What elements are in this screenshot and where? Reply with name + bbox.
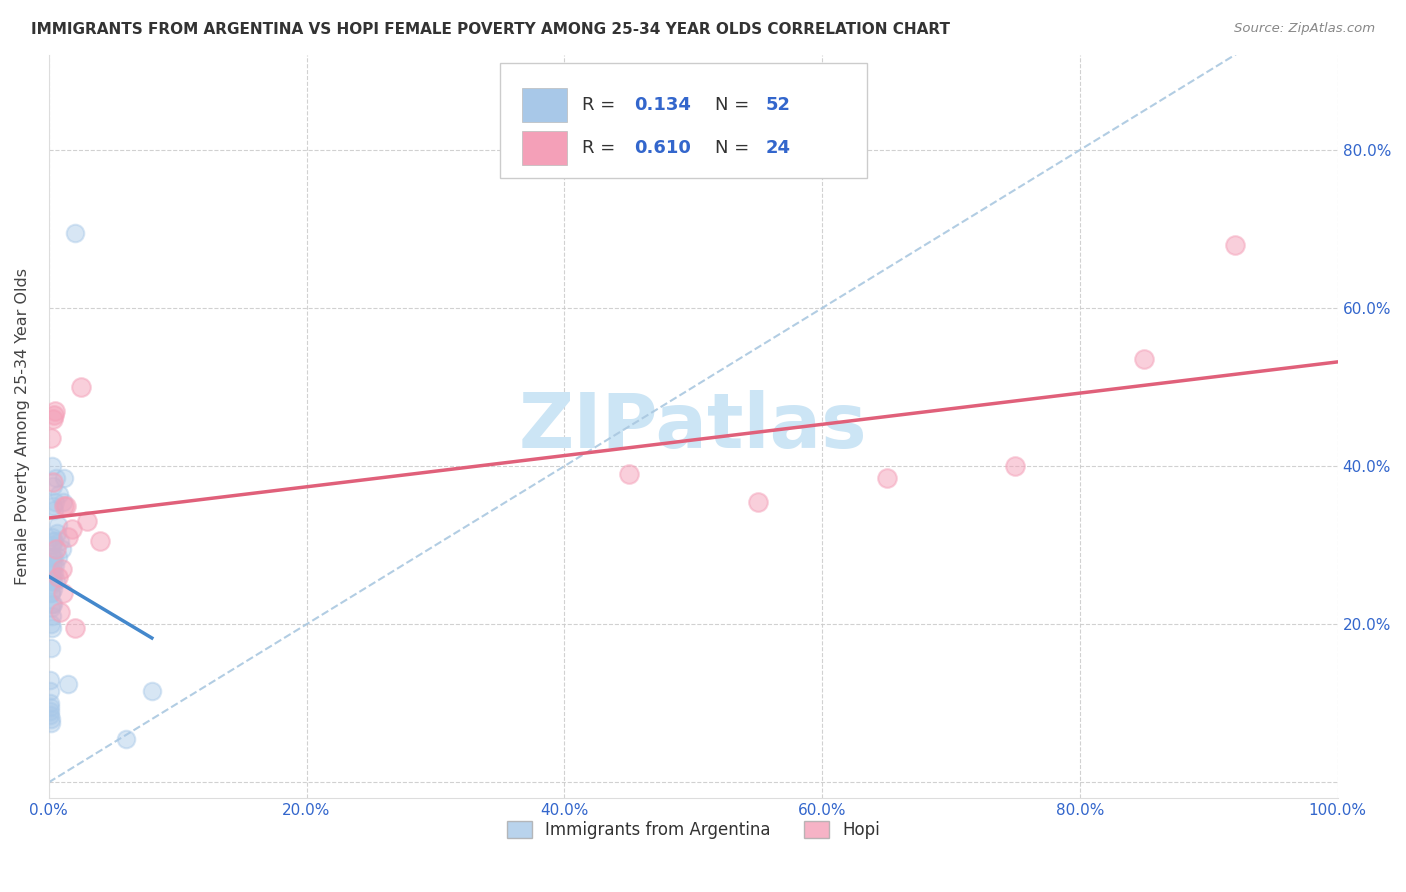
Point xyxy=(44,558,66,572)
Point xyxy=(42,582,65,596)
Point xyxy=(53,471,76,485)
Point xyxy=(876,471,898,485)
Point xyxy=(41,538,63,552)
Point xyxy=(41,566,63,580)
Point xyxy=(41,550,63,565)
Point xyxy=(39,700,62,714)
Point xyxy=(76,515,98,529)
Text: 52: 52 xyxy=(765,96,790,114)
Point xyxy=(46,570,69,584)
FancyBboxPatch shape xyxy=(501,62,868,178)
Point xyxy=(41,459,63,474)
Point xyxy=(1133,352,1156,367)
Point xyxy=(42,574,65,588)
Point xyxy=(39,684,62,698)
Point xyxy=(617,467,640,481)
Point xyxy=(42,534,65,549)
Point xyxy=(42,534,65,549)
Point xyxy=(39,716,62,731)
Point xyxy=(41,499,63,513)
Point xyxy=(115,731,138,746)
Point xyxy=(56,530,79,544)
Text: N =: N = xyxy=(716,139,755,157)
Point xyxy=(42,502,65,516)
Point xyxy=(42,408,65,422)
Point xyxy=(41,550,63,565)
Point xyxy=(60,522,83,536)
Point xyxy=(41,621,63,635)
Y-axis label: Female Poverty Among 25-34 Year Olds: Female Poverty Among 25-34 Year Olds xyxy=(15,268,30,585)
Point xyxy=(51,562,73,576)
Point xyxy=(39,585,62,599)
Point xyxy=(41,432,63,446)
Legend: Immigrants from Argentina, Hopi: Immigrants from Argentina, Hopi xyxy=(501,814,887,846)
Point xyxy=(63,621,86,635)
Point xyxy=(39,708,62,723)
Point xyxy=(747,494,769,508)
Point xyxy=(44,550,66,565)
Point xyxy=(39,704,62,718)
Point xyxy=(42,598,65,612)
Point xyxy=(39,601,62,615)
Point xyxy=(44,494,66,508)
Point xyxy=(45,574,67,588)
Point xyxy=(1223,237,1246,252)
Text: IMMIGRANTS FROM ARGENTINA VS HOPI FEMALE POVERTY AMONG 25-34 YEAR OLDS CORRELATI: IMMIGRANTS FROM ARGENTINA VS HOPI FEMALE… xyxy=(31,22,950,37)
Point xyxy=(39,617,62,632)
Point xyxy=(1004,459,1026,474)
Point xyxy=(51,542,73,557)
Point xyxy=(41,566,63,580)
Point xyxy=(53,499,76,513)
Point xyxy=(41,585,63,599)
FancyBboxPatch shape xyxy=(522,88,567,121)
Point xyxy=(41,574,63,588)
Point xyxy=(38,673,60,687)
Point xyxy=(41,411,63,425)
Point xyxy=(42,475,65,489)
Text: R =: R = xyxy=(582,139,621,157)
Point xyxy=(49,534,72,549)
Point xyxy=(41,530,63,544)
Point xyxy=(45,542,67,557)
Point xyxy=(39,696,62,710)
Point xyxy=(42,558,65,572)
Point xyxy=(41,578,63,592)
Point xyxy=(52,585,75,599)
Point xyxy=(42,479,65,493)
FancyBboxPatch shape xyxy=(522,131,567,165)
Point xyxy=(49,606,72,620)
Text: Source: ZipAtlas.com: Source: ZipAtlas.com xyxy=(1234,22,1375,36)
Point xyxy=(39,712,62,726)
Point xyxy=(41,598,63,612)
Point xyxy=(39,640,62,655)
Point xyxy=(55,499,77,513)
Text: 0.134: 0.134 xyxy=(634,96,690,114)
Point xyxy=(45,471,67,485)
Point xyxy=(56,676,79,690)
Point xyxy=(44,404,66,418)
Point xyxy=(41,609,63,624)
Text: R =: R = xyxy=(582,96,621,114)
Point xyxy=(63,226,86,240)
Point xyxy=(44,566,66,580)
Point xyxy=(52,494,75,508)
Point xyxy=(70,380,93,394)
Text: 24: 24 xyxy=(765,139,790,157)
Point xyxy=(48,518,70,533)
Text: N =: N = xyxy=(716,96,755,114)
Point xyxy=(89,534,111,549)
Point xyxy=(48,487,70,501)
Text: ZIPatlas: ZIPatlas xyxy=(519,390,868,464)
Point xyxy=(141,684,163,698)
Point xyxy=(46,550,69,565)
Text: 0.610: 0.610 xyxy=(634,139,690,157)
Point xyxy=(46,526,69,541)
